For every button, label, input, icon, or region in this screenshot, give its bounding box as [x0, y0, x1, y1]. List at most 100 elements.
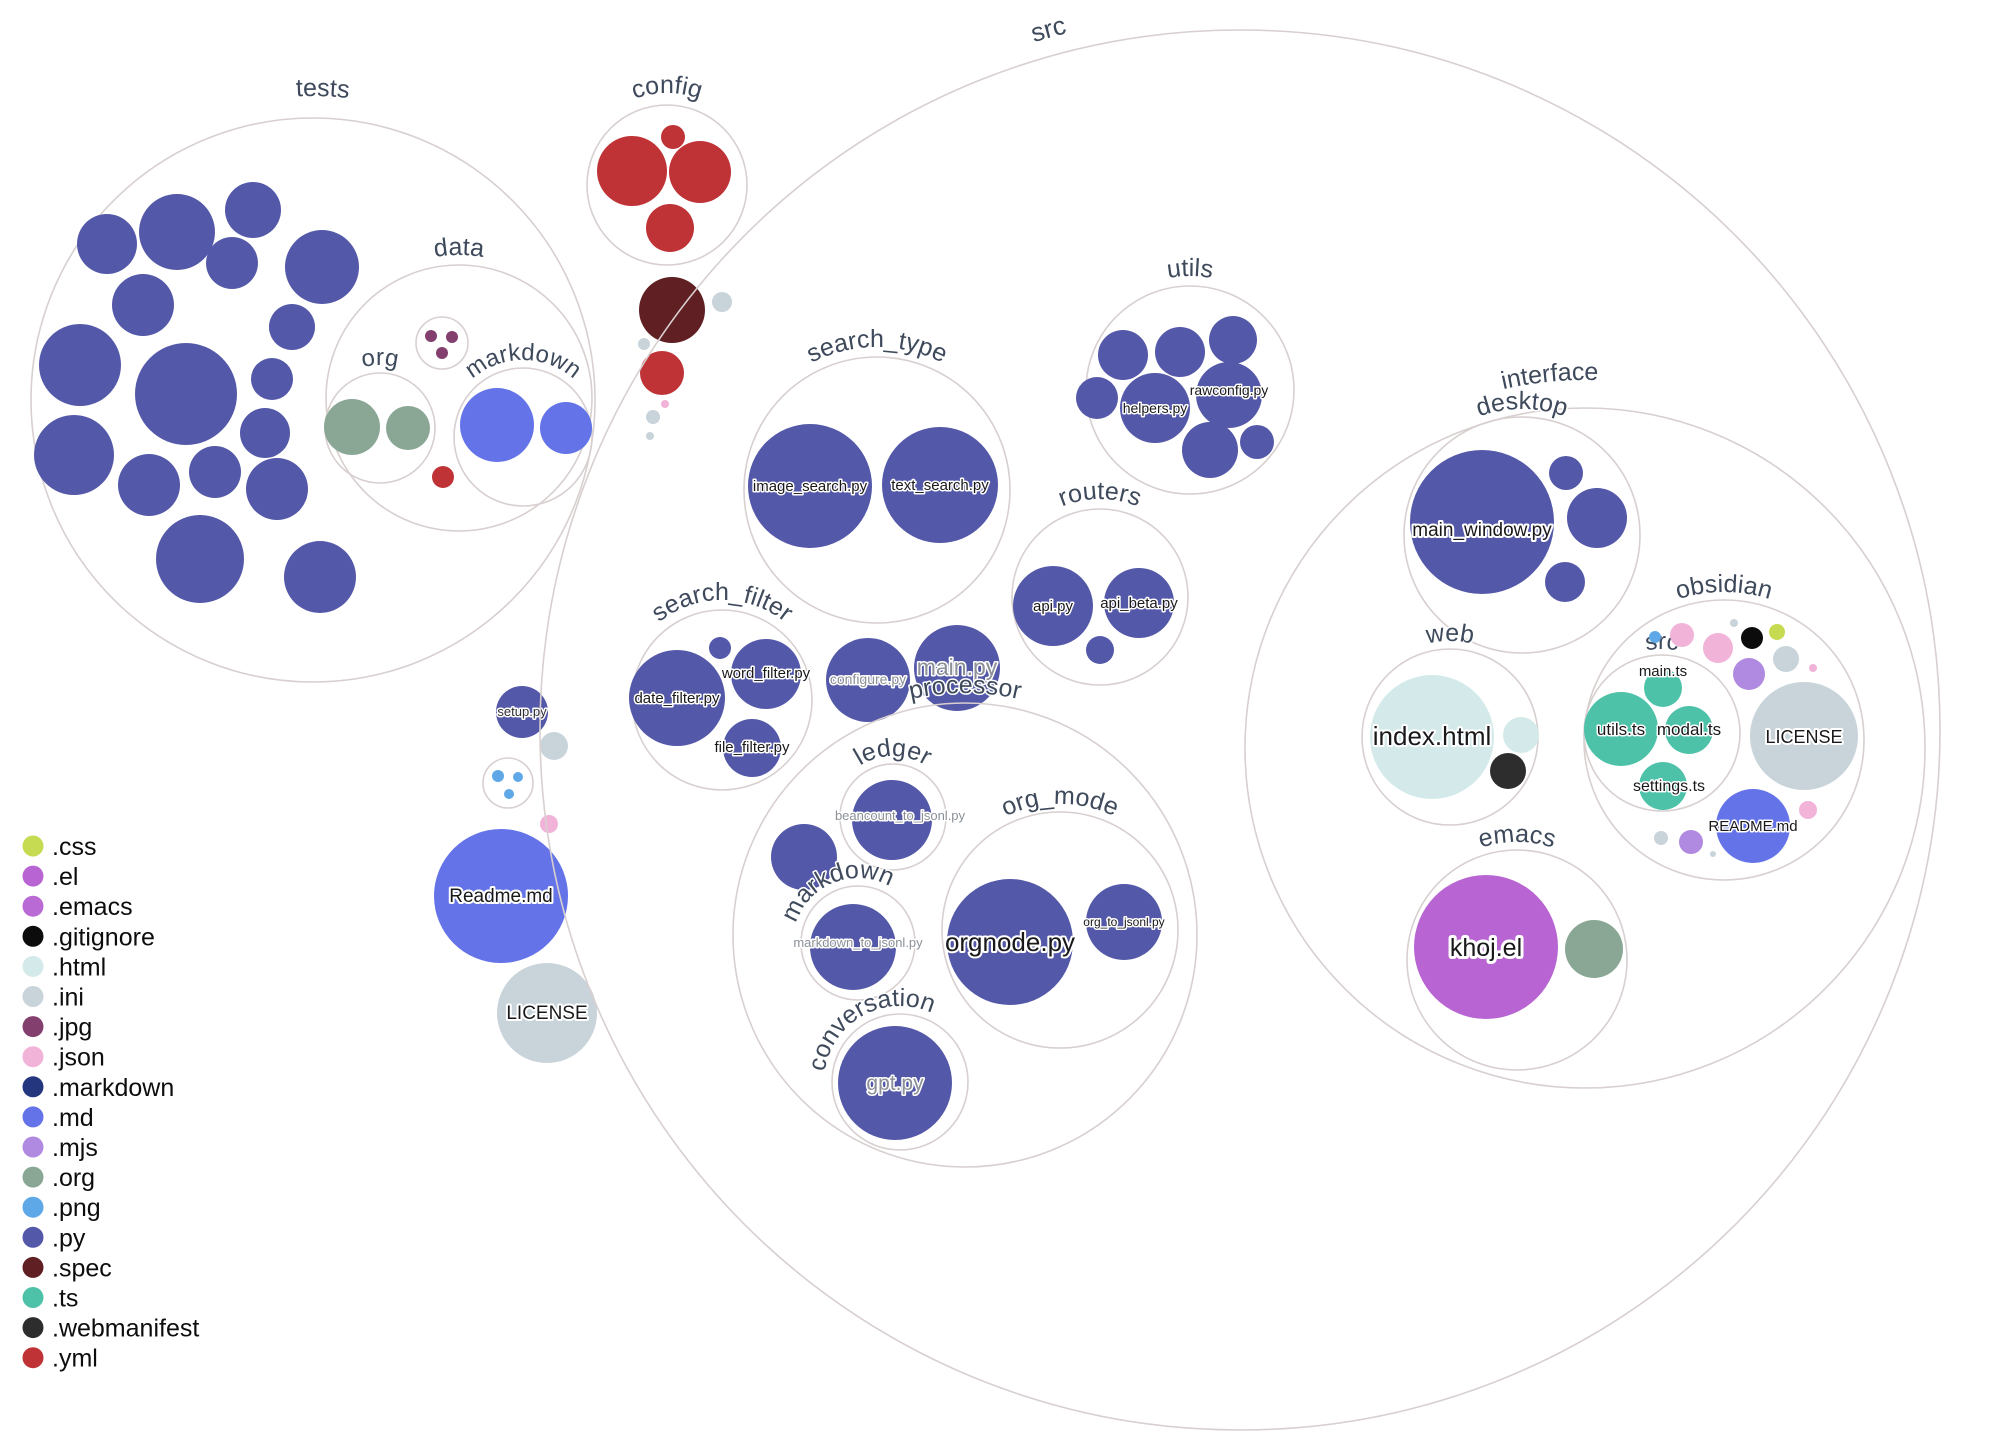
file-orgnode.py [947, 879, 1073, 1005]
file-py-dot [34, 415, 114, 495]
legend-label-png: .png [52, 1194, 101, 1222]
legend-swatch-md-icon [22, 1106, 44, 1128]
file-ini-dot [1773, 646, 1799, 672]
file-helpers.py [1120, 373, 1190, 443]
file-jpg-dot [446, 331, 458, 343]
folder-circle-interface [1244, 407, 1926, 1089]
file-label-helpers.py: helpers.py [1123, 400, 1188, 416]
file-label-main.py: main.py [917, 654, 998, 680]
legend-swatch-webmanifest-icon [22, 1317, 44, 1339]
legend-item-css: .css [22, 833, 96, 861]
file-label-file_filter.py: file_filter.py [714, 739, 790, 756]
file-main.py [914, 625, 1000, 711]
file-label-index.html: index.html [1373, 721, 1492, 751]
file-rawconfig.py [1196, 362, 1262, 428]
legend-label-markdown: .markdown [52, 1074, 174, 1102]
legend-label-md: .md [52, 1104, 94, 1132]
file-label-Readme.md: Readme.md [449, 886, 553, 907]
legend-item-webmanifest: .webmanifest [22, 1315, 199, 1343]
folder-label-emacs: emacs [1475, 820, 1559, 854]
file-gitignore-dot [1741, 627, 1763, 649]
file-py-dot [269, 304, 315, 350]
legend-label-css: .css [52, 833, 96, 861]
file-LICENSE [1750, 682, 1858, 790]
file-ini-dot [646, 410, 660, 424]
file-utils.ts [1584, 692, 1658, 766]
file-md-dot [540, 402, 592, 454]
file-label-settings.ts: settings.ts [1633, 778, 1705, 795]
file-ini-dot [1730, 619, 1738, 627]
file-py-dot [1549, 456, 1583, 490]
folder-label-config: config [628, 71, 706, 105]
file-md-dot [460, 388, 534, 462]
file-modal.ts [1665, 706, 1713, 754]
folder-label-web: web [1423, 619, 1476, 650]
file-yml-dot [661, 125, 685, 149]
file-json-dot [1670, 623, 1694, 647]
file-py-dot [156, 515, 244, 603]
file-label-setup.py: setup.py [497, 704, 547, 719]
legend-swatch-ini-icon [22, 986, 44, 1007]
legend-item-mjs: .mjs [22, 1134, 98, 1162]
file-label-markdown_to_jsonl.py: markdown_to_jsonl.py [793, 935, 923, 950]
file-label-main_window.py: main_window.py [1412, 520, 1552, 541]
file-py-dot [77, 214, 137, 274]
file-LICENSE [497, 963, 597, 1063]
legend-swatch-gitignore-icon [22, 925, 44, 947]
folder-circle-tests [30, 117, 596, 683]
legend-label-org: .org [52, 1164, 95, 1192]
legend-label-spec: .spec [52, 1254, 112, 1282]
file-py-dot [1545, 562, 1585, 602]
folder-circle-desktop [1403, 416, 1641, 654]
folder-label-org_mode: org_mode [997, 782, 1123, 822]
file-org_to_jsonl.py [1086, 884, 1162, 960]
legend-item-png: .png [22, 1194, 101, 1222]
legend-swatch-css-icon [22, 835, 44, 857]
legend-label-mjs: .mjs [52, 1134, 98, 1162]
file-api.py [1013, 566, 1093, 646]
file-label-README.md: README.md [1708, 818, 1797, 835]
file-py-dot [771, 824, 837, 890]
file-py-dot [118, 454, 180, 516]
folder-circle-conversation [831, 1013, 969, 1151]
file-spec-dot [639, 277, 705, 343]
folder-circle-unnamed [482, 757, 534, 809]
file-label-rawconfig.py: rawconfig.py [1190, 382, 1269, 398]
file-py-dot [1076, 377, 1118, 419]
file-yml-dot [669, 141, 731, 203]
file-label-khoj.el: khoj.el [1450, 934, 1522, 962]
file-jpg-dot [425, 330, 437, 342]
folder-circle-emacs [1406, 849, 1628, 1071]
file-png-dot [492, 770, 504, 782]
file-py-dot [225, 182, 281, 238]
file-configure.py [826, 638, 910, 722]
file-py-dot [139, 194, 215, 270]
file-setup.py [496, 686, 548, 738]
legend-swatch-json-icon [22, 1046, 44, 1068]
legend-label-html: .html [52, 953, 106, 981]
file-json-dot [540, 815, 558, 833]
legend: .css.el.emacs.gitignore.html .ini.jpg.jso… [22, 833, 199, 1373]
legend-label-emacs: .emacs [52, 893, 133, 921]
file-image_search.py [748, 424, 872, 548]
file-label-modal.ts: modal.ts [1657, 720, 1721, 739]
folder-label-src: src [1027, 10, 1069, 48]
file-README.md [1716, 789, 1790, 863]
file-py-dot [39, 324, 121, 406]
file-yml-dot [597, 136, 667, 206]
file-png-dot [513, 772, 523, 782]
file-ini-dot [638, 338, 650, 350]
file-date_filter.py [629, 650, 725, 746]
legend-label-py: .py [52, 1224, 86, 1252]
legend-swatch-ts-icon [22, 1287, 44, 1308]
file-json-dot [1809, 664, 1817, 672]
legend-item-ts: .ts [22, 1285, 78, 1313]
file-py-dot [1086, 636, 1114, 664]
file-py-dot [251, 358, 293, 400]
folder-circle-routers [1011, 508, 1189, 686]
folder-circle-markdown [453, 367, 593, 507]
legend-item-json: .json [22, 1044, 105, 1072]
file-yml-dot [432, 466, 454, 488]
file-org-dot [1565, 920, 1623, 978]
